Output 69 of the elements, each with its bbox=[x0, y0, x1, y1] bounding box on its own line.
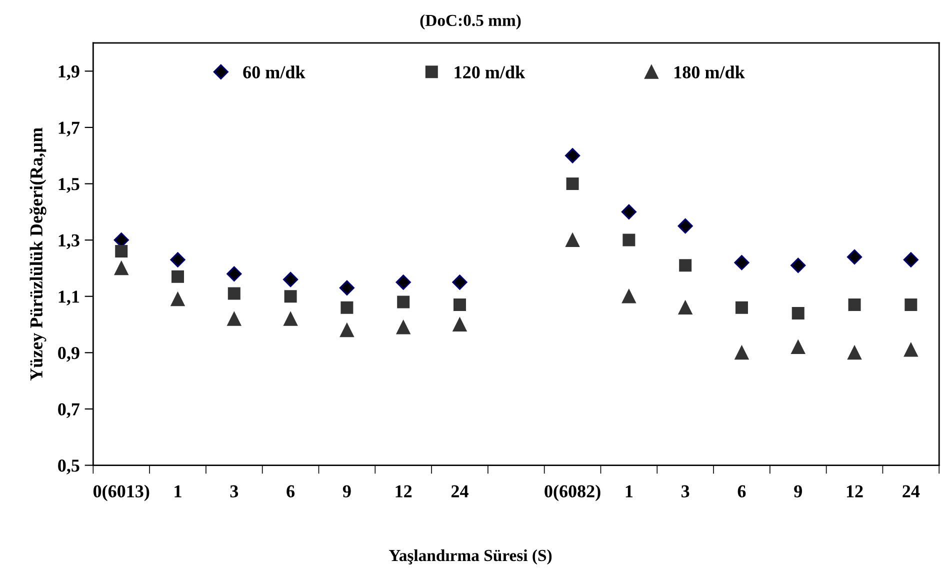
point bbox=[397, 296, 410, 308]
point bbox=[790, 258, 806, 273]
x-tick-label: 24 bbox=[902, 485, 920, 498]
y-tick-label: 1,1 bbox=[58, 290, 80, 306]
y-axis-title: Yüzey Pürüzlülük Değeri(Ra,µm bbox=[30, 128, 46, 381]
x-tick-label: 1 bbox=[626, 485, 633, 498]
point bbox=[396, 274, 411, 290]
point bbox=[452, 274, 468, 290]
point bbox=[114, 261, 128, 276]
x-tick-label: 1 bbox=[174, 485, 182, 498]
point bbox=[735, 301, 748, 314]
y-tick-label: 0,9 bbox=[58, 346, 80, 362]
point bbox=[228, 287, 240, 300]
point bbox=[848, 298, 861, 312]
point bbox=[170, 292, 185, 306]
point bbox=[566, 177, 579, 190]
y-tick-label: 0,7 bbox=[58, 403, 80, 418]
point bbox=[792, 306, 804, 320]
point bbox=[340, 301, 354, 314]
x-tick-label: 3 bbox=[230, 485, 238, 498]
point bbox=[679, 259, 692, 272]
legend-label: 60 m/dk bbox=[243, 66, 306, 78]
y-tick-label: 1,5 bbox=[58, 178, 80, 193]
point bbox=[678, 300, 692, 315]
point bbox=[339, 280, 355, 296]
point bbox=[284, 290, 297, 303]
chart-title: (DoC:0.5 mm) bbox=[420, 14, 521, 30]
point bbox=[904, 298, 918, 312]
point bbox=[622, 234, 636, 246]
point bbox=[282, 272, 298, 288]
legend-label: 120 m/dk bbox=[454, 66, 526, 78]
y-tick-label: 1,7 bbox=[58, 122, 80, 136]
point bbox=[170, 252, 186, 268]
point bbox=[115, 245, 128, 258]
x-tick-label: 0(6082) bbox=[544, 484, 600, 502]
y-tick-label: 1,3 bbox=[58, 234, 80, 250]
point bbox=[622, 289, 636, 304]
x-tick-label: 6 bbox=[286, 485, 295, 498]
x-axis-title: Yaşlandırma Süresi (S) bbox=[388, 549, 552, 565]
point bbox=[452, 318, 467, 332]
point bbox=[566, 233, 580, 247]
point bbox=[904, 342, 918, 357]
x-tick-label: 9 bbox=[342, 485, 351, 498]
x-tick-label: 3 bbox=[681, 485, 690, 498]
point bbox=[903, 252, 918, 268]
x-tick-label: 12 bbox=[396, 485, 412, 498]
point bbox=[340, 323, 354, 338]
x-tick-label: 12 bbox=[846, 485, 863, 498]
point bbox=[172, 270, 184, 283]
x-tick-label: 24 bbox=[451, 485, 468, 498]
legend-label: 180 m/dk bbox=[674, 66, 745, 78]
point bbox=[791, 340, 806, 354]
point bbox=[848, 346, 862, 360]
point bbox=[621, 204, 637, 220]
y-tick-label: 1,9 bbox=[58, 65, 80, 80]
point bbox=[396, 320, 410, 334]
point bbox=[226, 266, 242, 282]
point bbox=[846, 249, 862, 265]
y-tick-label: 0,5 bbox=[58, 460, 80, 474]
point bbox=[678, 218, 693, 234]
point bbox=[564, 148, 580, 164]
point bbox=[734, 255, 750, 270]
point bbox=[227, 312, 242, 326]
x-tick-label: 0(6013) bbox=[93, 484, 150, 502]
point bbox=[284, 312, 298, 326]
point bbox=[734, 346, 749, 360]
point bbox=[453, 298, 466, 312]
x-tick-label: 9 bbox=[794, 485, 802, 498]
x-tick-label: 6 bbox=[738, 485, 746, 498]
